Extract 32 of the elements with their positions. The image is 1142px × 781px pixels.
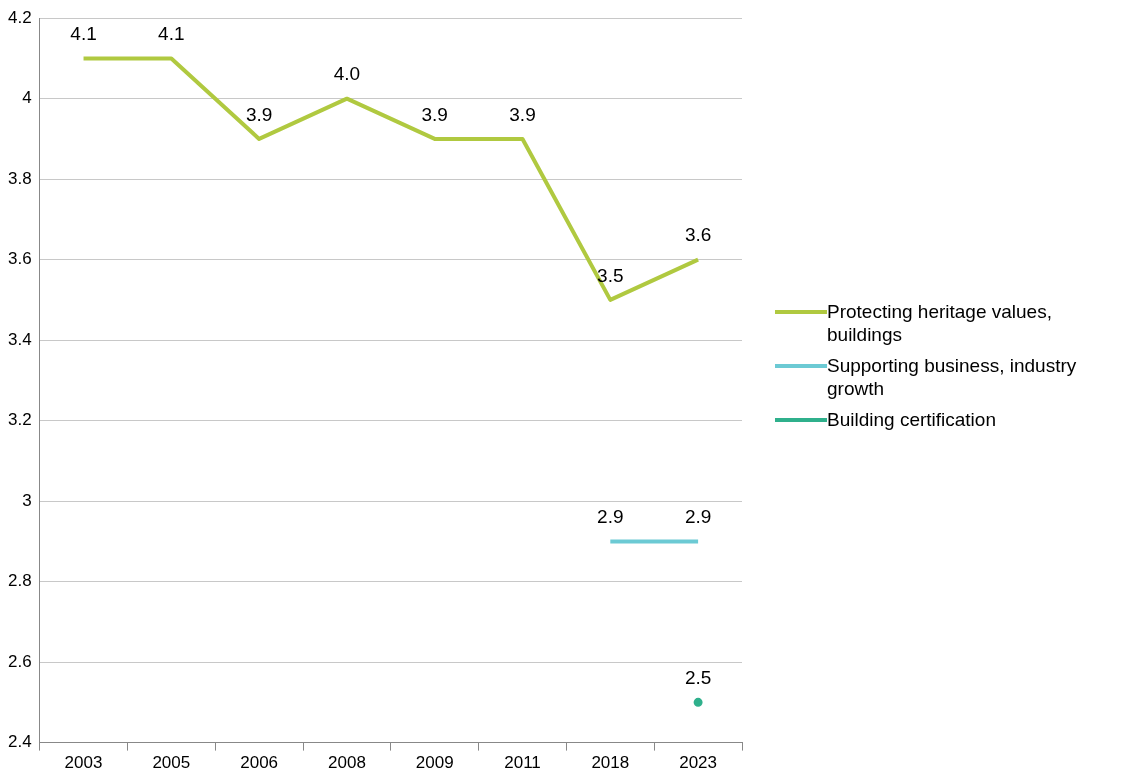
legend-label: Building certification bbox=[827, 408, 996, 431]
y-tick-label: 4.2 bbox=[7, 7, 32, 27]
y-tick-label: 3.4 bbox=[7, 329, 32, 349]
y-tick-label: 3.6 bbox=[7, 249, 32, 269]
x-tick-label: 2023 bbox=[679, 753, 718, 773]
x-tick-label: 2003 bbox=[64, 753, 103, 773]
x-tick-label: 2018 bbox=[591, 753, 630, 773]
y-tick-label: 2.6 bbox=[7, 651, 32, 671]
y-tick-label: 3.8 bbox=[7, 168, 32, 188]
legend-label: Supporting business, industry growth bbox=[827, 354, 1078, 400]
data-label: 4.1 bbox=[70, 23, 97, 45]
data-label: 4.0 bbox=[333, 63, 361, 85]
y-tick-label: 2.8 bbox=[7, 571, 32, 591]
y-tick-label: 3 bbox=[22, 490, 32, 510]
data-label: 3.9 bbox=[421, 103, 448, 125]
data-label: 2.9 bbox=[684, 506, 712, 528]
data-label: 2.5 bbox=[684, 667, 712, 689]
data-label: 3.6 bbox=[684, 224, 712, 246]
data-label: 2.9 bbox=[597, 506, 624, 528]
x-tick-label: 2009 bbox=[415, 753, 454, 773]
data-label: 3.9 bbox=[509, 103, 536, 125]
x-tick-label: 2011 bbox=[504, 753, 541, 773]
x-tick-label: 2008 bbox=[328, 753, 366, 773]
data-label: 3.9 bbox=[245, 103, 273, 125]
x-tick-label: 2006 bbox=[240, 753, 279, 773]
legend-label: Protecting heritage values, buildings bbox=[827, 300, 1053, 346]
data-label: 3.5 bbox=[597, 264, 624, 286]
y-tick-label: 3.2 bbox=[7, 410, 32, 430]
x-tick-label: 2005 bbox=[152, 753, 191, 773]
y-tick-label: 4 bbox=[22, 88, 32, 108]
y-tick-label: 2.4 bbox=[7, 732, 32, 752]
data-label: 4.1 bbox=[158, 23, 185, 45]
